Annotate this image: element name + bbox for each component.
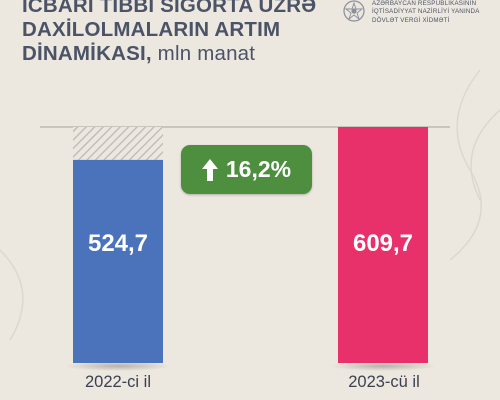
category-label-2022: 2022-ci il	[85, 373, 151, 391]
title-line-2: DAXİLOLMALARIN ARTIM	[22, 18, 281, 41]
title-unit: mln manat	[157, 42, 256, 65]
bar-remainder-hatch	[73, 127, 163, 160]
bar-1	[338, 127, 428, 363]
org-line-3: DÖVLƏT VERGİ XİDMƏTİ	[372, 16, 450, 24]
title-line-1: İCBARİ TİBBİ SIĞORTA ÜZRƏ	[22, 0, 317, 17]
page-title: İCBARİ TİBBİ SIĞORTA ÜZRƏ DAXİLOLMALARIN…	[22, 0, 322, 66]
bars-group: 524,7 609,7	[65, 127, 436, 371]
growth-badge: 16,2%	[181, 145, 312, 194]
org-line-1: AZƏRBAYCAN RESPUBLİKASININ	[372, 0, 477, 7]
arrow-up-icon	[201, 158, 218, 181]
title-line-3-text: DİNAMİKASI,	[22, 42, 152, 65]
growth-value: 16,2%	[225, 156, 292, 182]
emblem-icon	[343, 0, 365, 22]
bar-shadow	[65, 361, 171, 371]
value-label-1: 609,7	[353, 230, 413, 257]
organization-name: AZƏRBAYCAN RESPUBLİKASININ İQTİSADİYYAT …	[372, 0, 496, 25]
bar-shadow	[330, 361, 436, 371]
value-label-0: 524,7	[88, 230, 148, 257]
title-line-3: DİNAMİKASI, mln manat	[22, 42, 322, 66]
org-line-2: İQTİSADİYYAT NAZİRLİYİ YANINDA	[372, 8, 480, 16]
bar-0	[73, 159, 163, 363]
category-label-2023: 2023-cü il	[348, 373, 420, 391]
